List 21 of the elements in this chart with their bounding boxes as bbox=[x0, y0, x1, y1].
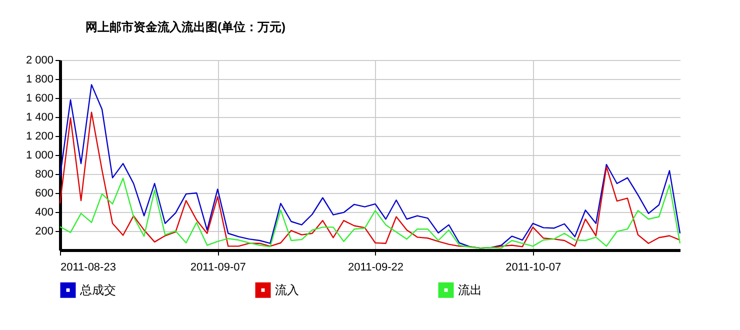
x-tick-label: 2011-10-07 bbox=[506, 262, 562, 274]
y-tick-label: 1 600 bbox=[26, 92, 54, 104]
y-tick-label: 200 bbox=[35, 226, 54, 238]
legend-label: 流出 bbox=[458, 283, 482, 298]
y-tick-label: 1 200 bbox=[26, 130, 54, 142]
y-tick-label: 600 bbox=[35, 188, 54, 200]
y-tick-label: 800 bbox=[35, 168, 54, 180]
y-tick-label: 1 800 bbox=[26, 74, 54, 86]
y-tick-label: 400 bbox=[35, 206, 54, 218]
line-series bbox=[59, 112, 681, 249]
legend-label: 流入 bbox=[275, 283, 299, 298]
y-tick-label: 1 400 bbox=[26, 112, 54, 124]
line-series bbox=[59, 178, 681, 249]
x-tick-label: 2011-08-23 bbox=[60, 262, 116, 274]
y-tick-label: 1 000 bbox=[26, 150, 54, 162]
legend-label: 总成交 bbox=[79, 283, 116, 298]
x-tick-label: 2011-09-07 bbox=[190, 262, 246, 274]
chart-title: 网上邮市资金流入流出图(单位：万元) bbox=[85, 20, 286, 34]
y-tick-label: 2 000 bbox=[26, 54, 54, 66]
line-series bbox=[59, 84, 681, 249]
x-tick-label: 2011-09-22 bbox=[348, 262, 404, 274]
